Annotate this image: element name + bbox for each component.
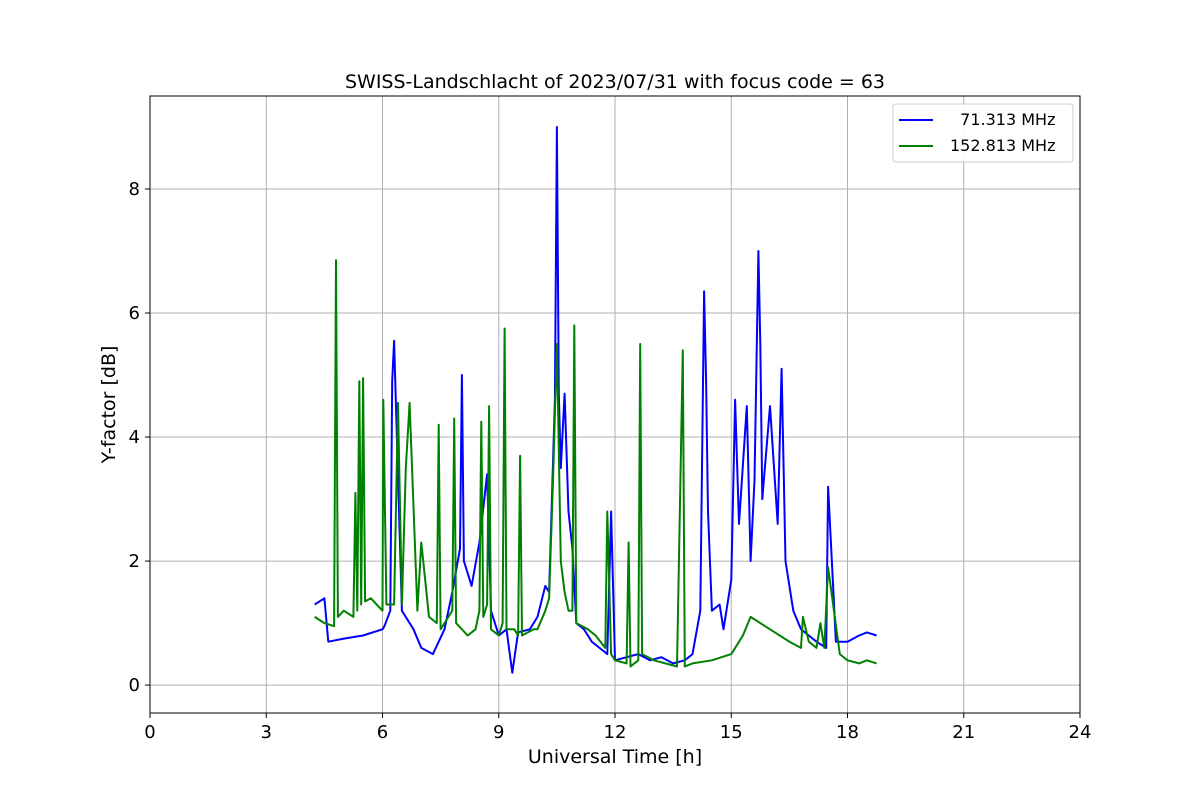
chart-title: SWISS-Landschlacht of 2023/07/31 with fo…: [345, 71, 885, 93]
y-tick-label: 4: [129, 427, 140, 448]
x-tick-label: 12: [604, 722, 627, 743]
x-tick-label: 0: [144, 722, 155, 743]
y-tick-label: 2: [129, 551, 140, 572]
x-tick-label: 15: [720, 722, 743, 743]
x-axis-label: Universal Time [h]: [528, 746, 702, 768]
x-tick-label: 9: [493, 722, 504, 743]
legend-label: 71.313 MHz: [950, 110, 1055, 129]
x-tick-label: 24: [1069, 722, 1092, 743]
x-tick-label: 21: [952, 722, 975, 743]
legend-label: 152.813 MHz: [950, 136, 1055, 155]
x-tick-label: 3: [261, 722, 272, 743]
series-layer: [314, 126, 877, 674]
x-tick-label: 6: [377, 722, 388, 743]
y-axis-label: Y-factor [dB]: [98, 346, 120, 465]
y-tick-label: 0: [129, 675, 140, 696]
y-tick-label: 8: [129, 179, 140, 200]
y-tick-label: 6: [129, 303, 140, 324]
series-line-0: [314, 126, 877, 674]
series-line-1: [314, 259, 877, 668]
x-tick-label: 18: [836, 722, 859, 743]
legend-box: [892, 103, 1074, 163]
legend: 71.313 MHz 152.813 MHz: [892, 103, 1074, 163]
